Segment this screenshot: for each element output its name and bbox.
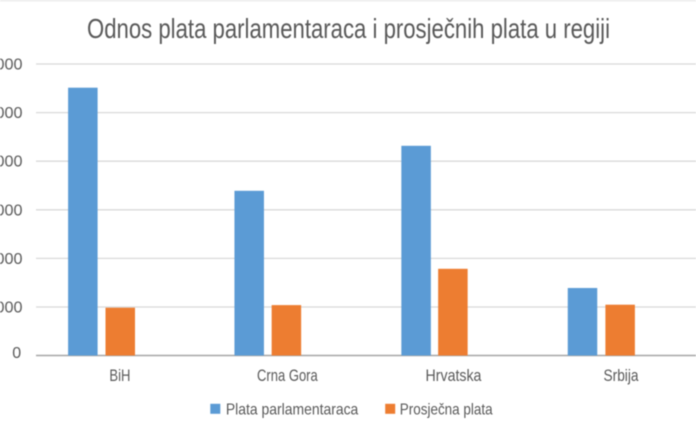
svg-text:Crna Gora: Crna Gora: [257, 366, 318, 385]
svg-text:000: 000: [0, 300, 23, 317]
svg-text:000: 000: [0, 154, 23, 171]
svg-text:Prosječna plata: Prosječna plata: [400, 402, 493, 419]
svg-text:000: 000: [0, 57, 23, 74]
svg-text:0: 0: [12, 345, 21, 362]
svg-text:BiH: BiH: [109, 366, 130, 385]
svg-text:Odnos plata parlamentaraca i p: Odnos plata parlamentaraca i prosječnih …: [87, 13, 610, 44]
svg-text:000: 000: [0, 202, 23, 219]
svg-text:Hrvatska: Hrvatska: [426, 366, 482, 385]
svg-text:Srbija: Srbija: [604, 366, 639, 385]
svg-text:Plata parlamentaraca: Plata parlamentaraca: [226, 402, 358, 419]
svg-text:000: 000: [0, 105, 23, 122]
svg-text:000: 000: [0, 251, 23, 268]
